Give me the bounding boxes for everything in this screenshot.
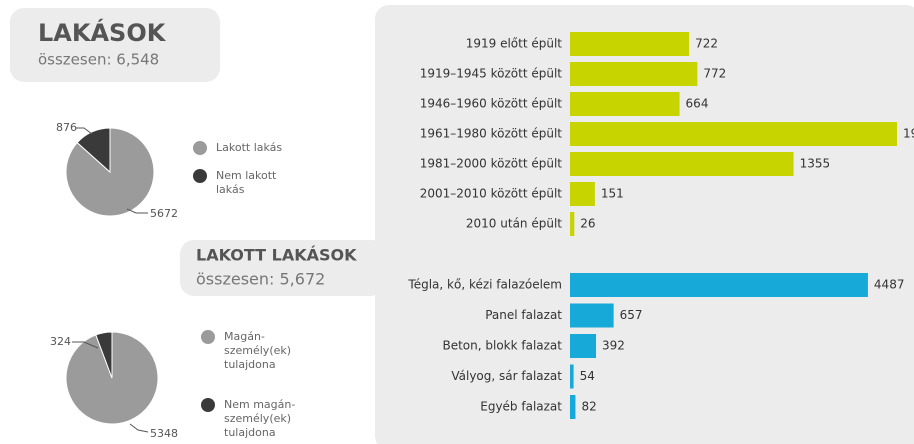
leader-line: [72, 341, 99, 349]
bar: [570, 32, 690, 56]
category-label: 2010 után épült: [466, 217, 562, 231]
data-label: 151: [601, 187, 624, 201]
bar: [570, 182, 595, 206]
bar: [570, 273, 868, 297]
data-label: 5672: [150, 207, 178, 220]
category-label: 2001–2010 között épült: [420, 187, 563, 201]
category-label: 1981–2000 között épült: [420, 157, 563, 171]
data-label: 1355: [800, 157, 831, 171]
legend-marker: [201, 398, 215, 412]
data-label: 5348: [150, 427, 178, 440]
bar: [570, 212, 575, 236]
data-label: 82: [581, 400, 596, 414]
leader-line: [129, 423, 149, 433]
category-label: Beton, blokk falazat: [442, 339, 562, 353]
data-label: 657: [620, 308, 643, 322]
data-label: 26: [580, 217, 595, 231]
data-label: 54: [580, 369, 595, 383]
pie-slice: [95, 331, 113, 379]
legend-marker: [193, 141, 207, 155]
legend-label: Lakott lakás: [216, 141, 283, 154]
title: LAKÁSOK: [38, 18, 167, 47]
data-label: 392: [602, 339, 625, 353]
bar: [570, 364, 574, 389]
legend-marker: [193, 169, 207, 183]
bar: [570, 395, 576, 419]
panel: [375, 5, 914, 444]
bar: [570, 334, 597, 358]
bar: [570, 303, 614, 328]
category-label: 1946–1960 között épült: [420, 97, 563, 111]
leader-line: [126, 208, 148, 214]
bar: [570, 92, 680, 116]
category-label: Egyéb falazat: [480, 400, 562, 414]
category-label: 1919 előtt épült: [466, 37, 563, 51]
legend-label: Magán-személy(ek) tulajdona: [224, 330, 292, 371]
pie-slice: [76, 127, 111, 174]
data-label: 1982: [903, 127, 914, 141]
data-label: 722: [695, 37, 718, 51]
data-label: 324: [50, 335, 71, 348]
category-label: 1919–1945 között épült: [420, 67, 563, 81]
data-label: 772: [703, 67, 726, 81]
category-label: Panel falazat: [485, 308, 562, 322]
data-label: 4487: [874, 278, 905, 292]
title: LAKOTT LAKÁSOK: [196, 246, 357, 265]
subtitle: összesen: 5,672: [196, 270, 325, 289]
legend-label: Nem magán-személy(ek) tulajdona: [224, 398, 296, 439]
pie-slice: [65, 127, 155, 217]
data-label: 664: [686, 97, 709, 111]
legend-label: Nem lakott lakás: [216, 169, 277, 196]
category-label: Tégla, kő, kézi falazóelem: [407, 278, 562, 292]
category-label: 1961–1980 között épült: [420, 127, 563, 141]
header-box: [180, 240, 385, 296]
subtitle: összesen: 6,548: [38, 51, 159, 69]
leader-line: [76, 127, 93, 135]
data-label: 876: [56, 121, 77, 134]
bar: [570, 152, 794, 176]
bar: [570, 122, 898, 146]
header-box: [10, 8, 220, 82]
bar: [570, 62, 698, 86]
legend-marker: [201, 330, 215, 344]
category-label: Vályog, sár falazat: [451, 369, 562, 383]
